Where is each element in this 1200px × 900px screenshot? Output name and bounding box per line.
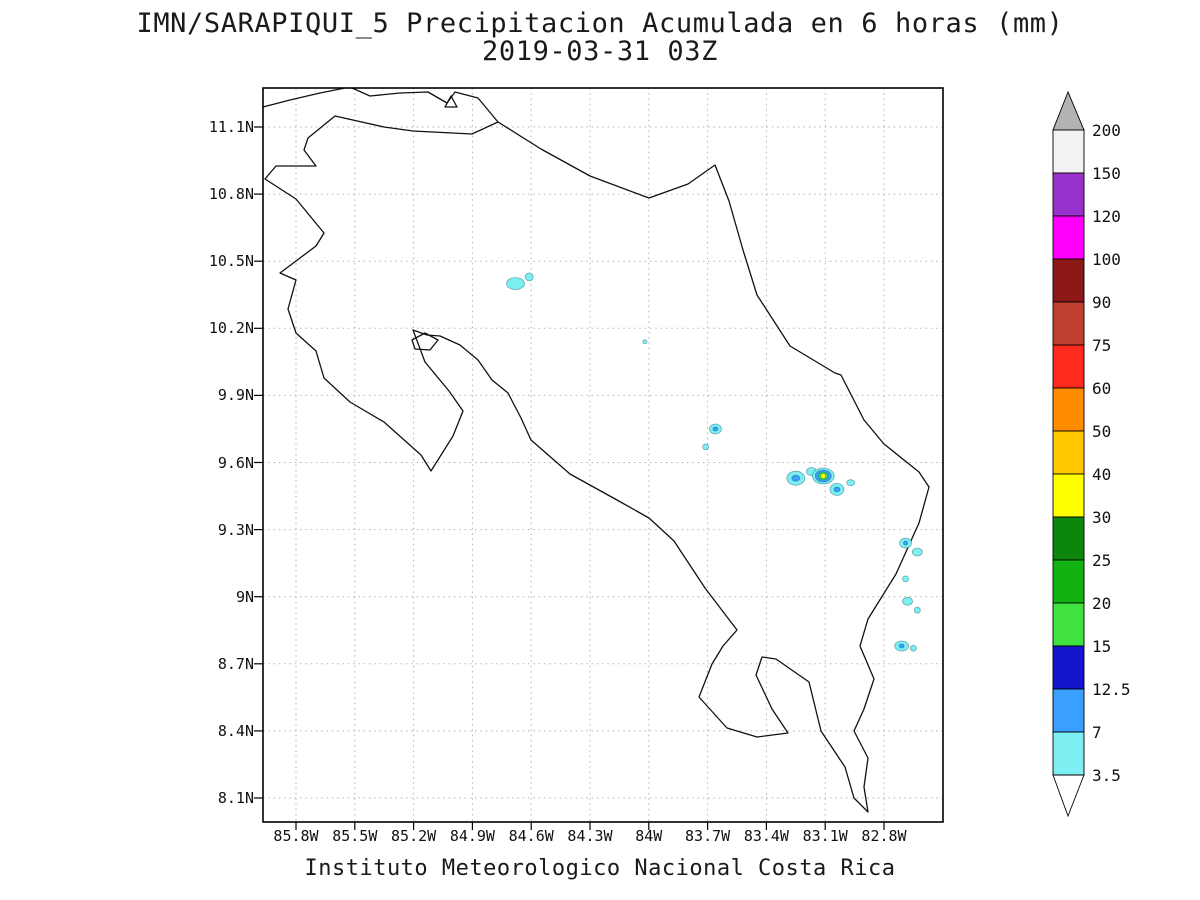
chart-title-line-1: IMN/SARAPIQUI_5 Precipitacion Acumulada …	[136, 8, 1064, 39]
colorbar	[1052, 90, 1085, 818]
lat-tick-label: 8.7N	[217, 654, 254, 673]
precip-spot	[898, 643, 905, 649]
lon-tick-label: 85.5W	[332, 827, 378, 845]
lon-tick-label: 85.8W	[273, 827, 319, 845]
precip-spot	[913, 606, 921, 614]
colorbar-segment	[1052, 645, 1085, 690]
precip-spot	[524, 272, 534, 282]
colorbar-segment	[1052, 387, 1085, 432]
lat-tick-label: 10.8N	[208, 185, 254, 204]
colorbar-segment	[1052, 129, 1085, 174]
colorbar-segment	[1052, 215, 1085, 260]
precip-spot	[506, 277, 525, 290]
colorbar-top-arrow	[1052, 90, 1085, 131]
colorbar-segment	[1052, 473, 1085, 518]
colorbar-segment	[1052, 731, 1085, 776]
colorbar-tick-label: 20	[1092, 594, 1112, 613]
precip-spot	[910, 644, 917, 652]
colorbar-segment	[1052, 430, 1085, 475]
colorbar-segment	[1052, 688, 1085, 733]
lon-tick-label: 84.6W	[508, 827, 554, 845]
precip-spot	[902, 575, 909, 583]
precip-spot	[791, 474, 801, 482]
colorbar-segment	[1052, 301, 1085, 346]
lon-tick-label: 84.9W	[449, 827, 495, 845]
colorbar-tick-label: 12.5	[1092, 680, 1131, 699]
coastline-group	[262, 87, 930, 813]
colorbar-tick-label: 15	[1092, 637, 1112, 656]
precip-spot	[702, 443, 710, 451]
lat-tick-label: 9.6N	[217, 453, 254, 472]
colorbar-tick-label: 7	[1092, 723, 1102, 742]
precip-spot	[902, 596, 913, 606]
colorbar-tick-label: 30	[1092, 508, 1112, 527]
lon-tick-label: 83.7W	[685, 827, 731, 845]
colorbar-tick-label: 200	[1092, 121, 1121, 140]
map-frame	[262, 87, 944, 823]
lon-tick-label: 83.4W	[743, 827, 789, 845]
precip-spot	[833, 486, 841, 493]
colorbar-segment	[1052, 344, 1085, 389]
lat-tick-label: 10.5N	[208, 252, 254, 271]
lon-tick-label: 85.2W	[391, 827, 437, 845]
colorbar-tick-label: 25	[1092, 551, 1112, 570]
lat-tick-label: 8.1N	[217, 789, 254, 807]
precip-spot	[712, 426, 719, 432]
lat-tick-label: 9.3N	[217, 520, 254, 539]
precip-spot	[820, 473, 827, 479]
precipitation-spots	[506, 272, 923, 652]
precip-spot	[642, 339, 648, 345]
lon-tick-label: 84.3W	[567, 827, 613, 845]
lat-tick-label: 8.4N	[217, 721, 254, 740]
colorbar-segment	[1052, 559, 1085, 604]
colorbar-tick-label: 40	[1092, 465, 1112, 484]
lake-nicaragua-west-shore	[262, 87, 346, 108]
colorbar-tick-label: 60	[1092, 379, 1112, 398]
grid-lines	[254, 88, 943, 830]
colorbar-tick-label: 120	[1092, 207, 1121, 226]
lon-tick-label: 84W	[635, 827, 663, 845]
precip-spot	[903, 540, 908, 546]
precip-spot	[911, 547, 923, 557]
lat-tick-label: 9N	[235, 587, 254, 606]
colorbar-tick-label: 50	[1092, 422, 1112, 441]
lon-tick-label: 83.1W	[802, 827, 848, 845]
colorbar-tick-label: 90	[1092, 293, 1112, 312]
costa-rica-coastline	[264, 115, 930, 813]
precip-spot	[846, 479, 856, 487]
colorbar-bottom-arrow	[1052, 774, 1085, 818]
chira-island-outline	[411, 332, 439, 351]
colorbar-segment	[1052, 602, 1085, 647]
lon-tick-label: 82.8W	[861, 827, 907, 845]
lat-tick-label: 10.2N	[208, 319, 254, 338]
chart-title-line-2: 2019-03-31 03Z	[482, 36, 718, 67]
footer-text: Instituto Meteorologico Nacional Costa R…	[304, 856, 896, 881]
colorbar-tick-label: 75	[1092, 336, 1112, 355]
colorbar-tick-label: 3.5	[1092, 766, 1121, 785]
colorbar-segment	[1052, 172, 1085, 217]
colorbar-tick-label: 150	[1092, 164, 1121, 183]
colorbar-segment	[1052, 258, 1085, 303]
lake-island-outline	[444, 95, 458, 108]
lat-tick-label: 9.9N	[217, 386, 254, 405]
colorbar-tick-label: 100	[1092, 250, 1121, 269]
lake-nicaragua-south-shore	[351, 87, 499, 123]
lat-tick-label: 11.1N	[208, 118, 254, 136]
colorbar-segment	[1052, 516, 1085, 561]
